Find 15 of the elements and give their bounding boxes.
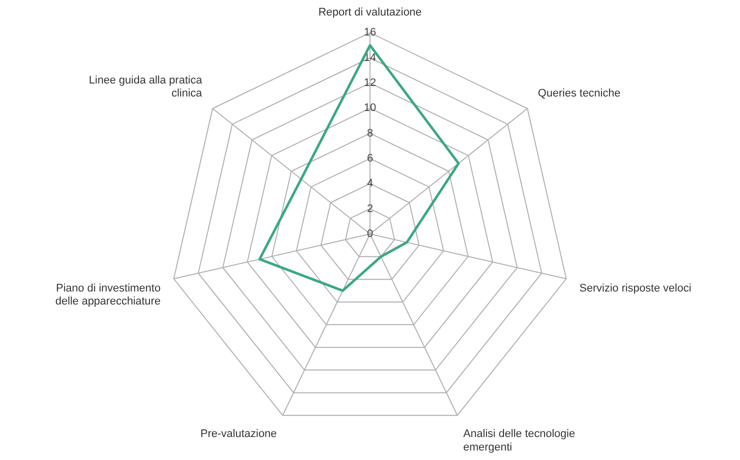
spoke-label: Pre-valutazione [200,428,277,440]
y-tick-label: 6 [366,152,374,165]
y-tick-label: 8 [366,127,374,140]
spoke-label: Queries tecniche [538,88,620,100]
spoke-label: Linee guida alla pratica clinica [88,74,203,100]
y-tick-label: 10 [364,102,376,114]
spoke-label: Analisi delle tecnologie emergenti [463,428,576,454]
spoke-label: Report di valutazione [318,6,422,19]
y-tick-label: 2 [366,202,374,215]
spoke-label: Piano di investimento delle apparecchiature [55,282,161,308]
y-tick-label: 4 [366,178,374,190]
y-tick-label: 0 [366,228,374,240]
y-tick-label: 16 [364,26,376,39]
spoke-label: Servizio risposte veloci [579,282,692,294]
y-tick-label: 12 [364,77,376,90]
